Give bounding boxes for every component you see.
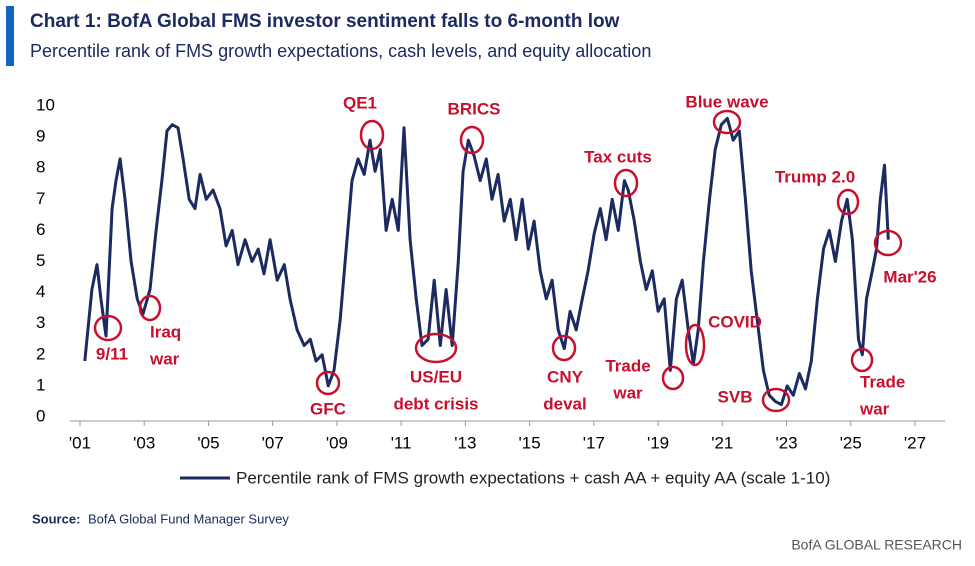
y-tick-label: 4 [36,282,45,301]
annotation: COVID [708,312,762,331]
annotation: Trade [605,356,650,375]
annotation: debt crisis [393,394,478,413]
x-tick-label: '19 [647,433,669,452]
y-tick-label: 0 [36,406,45,425]
annotation: Trade [860,372,905,391]
annotation-circle [359,119,385,151]
y-tick-label: 1 [36,375,45,394]
x-tick-label: '21 [711,433,733,452]
x-tick-label: '15 [519,433,541,452]
annotation: deval [543,394,586,413]
annotation-circle [684,323,706,367]
x-tick-label: '17 [583,433,605,452]
x-tick-label: '03 [133,433,155,452]
annotation-circle [761,387,791,413]
x-tick-label: '09 [326,433,348,452]
annotation: war [859,399,890,418]
legend-label: Percentile rank of FMS growth expectatio… [236,468,830,487]
annotation-circle [850,347,874,373]
x-tick-label: '01 [69,433,91,452]
x-tick-label: '27 [904,433,926,452]
y-tick-label: 10 [36,95,55,114]
x-tick-label: '23 [775,433,797,452]
annotation: Trump 2.0 [775,167,855,186]
y-tick-label: 5 [36,251,45,270]
x-tick-label: '11 [391,433,412,452]
annotation: war [149,349,180,368]
annotation: war [612,383,643,402]
y-tick-label: 7 [36,189,45,208]
annotation: 9/11 [96,344,128,363]
annotation-circle [551,334,577,362]
annotation: SVB [718,387,753,406]
brand: BofA GLOBAL RESEARCH [791,537,962,553]
x-tick-label: '13 [454,433,476,452]
source-label: Source: [32,511,80,526]
x-tick-label: '05 [197,433,219,452]
annotation-circle [661,365,685,391]
annotation-circle [138,294,162,322]
x-tick-label: '25 [840,433,862,452]
x-tick-label: '07 [262,433,284,452]
y-tick-label: 9 [36,127,45,146]
annotation: Iraq [150,322,181,341]
source: BofA Global Fund Manager Survey [88,511,289,526]
series-line [83,116,890,407]
annotation: CNY [547,367,584,386]
y-tick-label: 2 [36,344,45,363]
annotation: US/EU [410,367,462,386]
annotation-circle [712,109,742,135]
y-tick-label: 3 [36,313,45,332]
annotation: GFC [310,399,346,418]
annotation: Blue wave [685,92,768,111]
annotation-circle [459,125,485,155]
annotation: Tax cuts [584,147,652,166]
annotation: BRICS [448,99,501,118]
annotation: QE1 [343,93,377,112]
annotation-circle [836,188,860,216]
y-tick-label: 6 [36,220,45,239]
title-bar [6,6,14,66]
annotation: Mar'26 [883,267,936,286]
y-tick-label: 8 [36,158,45,177]
annotation-circle [315,370,341,396]
annotation-circle [873,229,903,257]
chart-subtitle: Percentile rank of FMS growth expectatio… [30,41,651,61]
annotation-circle [613,168,639,198]
annotation-circle [414,332,458,364]
annotation-circle [93,314,123,342]
chart-title: Chart 1: BofA Global FMS investor sentim… [30,11,620,32]
